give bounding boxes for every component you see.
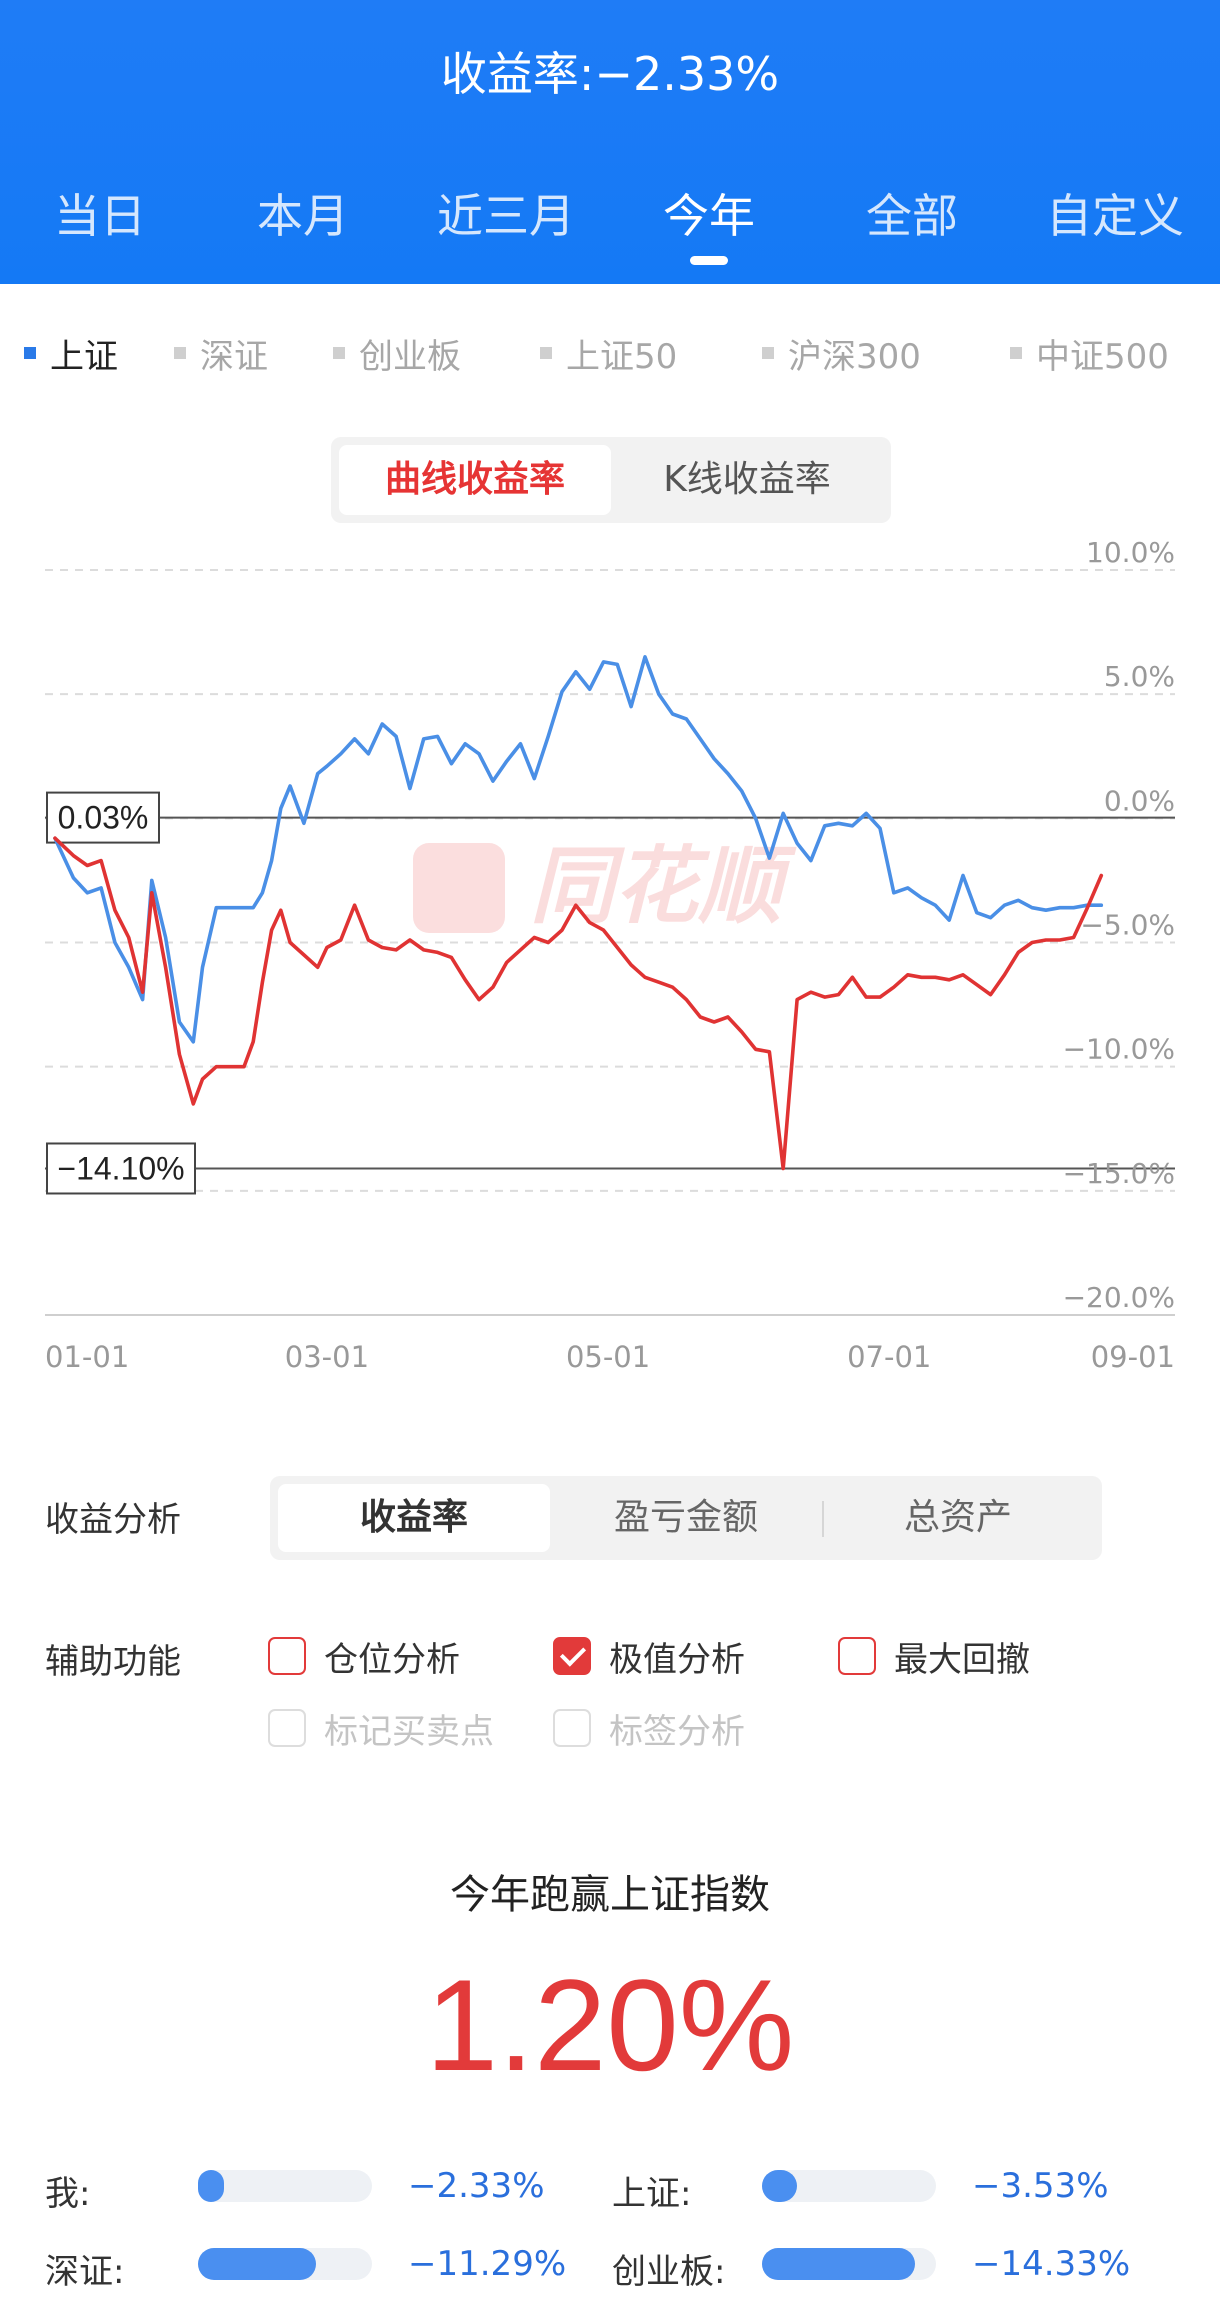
- index-tab-shenzhen[interactable]: 深证: [174, 333, 268, 377]
- comparison-label-shanghai: 上证:: [612, 2174, 692, 2214]
- index-tab-chinext[interactable]: 创业板: [333, 333, 461, 377]
- profit-loss-button[interactable]: 盈亏金额: [613, 1497, 758, 1538]
- comparison-value-me: −2.33%: [408, 2166, 545, 2206]
- x-tick-label: 01-01: [45, 1340, 129, 1374]
- checkbox-icon: [838, 1637, 876, 1675]
- active-tab-indicator: [690, 256, 728, 265]
- checkbox-label: 仓位分析: [324, 1639, 460, 1680]
- comparison-bar-chinext: [762, 2248, 936, 2280]
- x-tick-label: 03-01: [285, 1340, 369, 1374]
- comparison-bar-fill: [198, 2170, 224, 2202]
- index-tab-shanghai[interactable]: 上证: [24, 333, 118, 377]
- checkbox-icon: [553, 1709, 591, 1747]
- y-tick-label: −5.0%: [1080, 909, 1175, 942]
- header-bar: 收益率:−2.33% 当日 本月 近三月 今年 全部 自定义: [0, 0, 1220, 284]
- checkbox-icon: [268, 1637, 306, 1675]
- aux-label: 辅助功能: [45, 1642, 181, 1682]
- y-tick-label: 5.0%: [1104, 660, 1175, 693]
- index-tab-label: 上证: [50, 336, 118, 377]
- index-tab-sse50[interactable]: 上证50: [540, 333, 677, 377]
- chart-mode-switch: 曲线收益率 K线收益率: [331, 437, 891, 523]
- extreme-value-label: 0.03%: [58, 800, 149, 836]
- index-tab-label: 沪深300: [788, 336, 921, 377]
- watermark-text: 同花顺: [530, 837, 797, 935]
- comparison-bar-me: [198, 2170, 372, 2202]
- return-chart: 同花顺 0.03% −14.10% 10.0% 5.0% 0.0% −5.0% −10.0…: [45, 540, 1175, 1374]
- watermark: 同花顺: [413, 837, 797, 935]
- comparison-value-shanghai: −3.53%: [972, 2166, 1109, 2206]
- index-tab-label: 创业板: [359, 336, 461, 377]
- extreme-value-badge: [46, 1142, 196, 1195]
- comparison-bar-fill: [762, 2248, 916, 2280]
- extreme-value-label: −14.10%: [57, 1150, 184, 1186]
- series-line: [53, 655, 1104, 1044]
- index-tab-label: 深证: [200, 336, 268, 377]
- checkbox-label: 标签分析: [609, 1711, 745, 1752]
- extreme-value-badge: [46, 791, 160, 844]
- tab-last-three-months[interactable]: 近三月: [437, 189, 575, 243]
- index-tab-label: 中证500: [1036, 336, 1169, 377]
- tab-this-year[interactable]: 今年: [663, 189, 755, 243]
- mark-trades-checkbox: 标记买卖点: [268, 1706, 494, 1752]
- kline-return-button[interactable]: K线收益率: [663, 459, 831, 500]
- tab-this-month[interactable]: 本月: [257, 189, 349, 243]
- checked-checkbox-icon: [553, 1637, 591, 1675]
- comparison-label-me: 我:: [45, 2174, 91, 2214]
- index-tab-csi300[interactable]: 沪深300: [762, 333, 921, 377]
- checkbox-icon: [268, 1709, 306, 1747]
- total-assets-button[interactable]: 总资产: [903, 1497, 1012, 1538]
- y-tick-label: −10.0%: [1063, 1033, 1175, 1066]
- legend-dot-icon: [333, 347, 345, 359]
- comparison-label-shenzhen: 深证:: [45, 2252, 125, 2292]
- comparison-bar-fill: [198, 2248, 317, 2280]
- checkbox-label: 极值分析: [609, 1639, 745, 1680]
- series-line: [53, 836, 1104, 1171]
- y-tick-label: −20.0%: [1063, 1281, 1175, 1314]
- extreme-analysis-checkbox[interactable]: 极值分析: [553, 1634, 745, 1680]
- comparison-value-chinext: −14.33%: [972, 2244, 1131, 2284]
- legend-dot-icon: [540, 347, 552, 359]
- x-tick-label: 05-01: [566, 1340, 650, 1374]
- tab-custom[interactable]: 自定义: [1046, 189, 1184, 243]
- legend-dot-icon: [1010, 347, 1022, 359]
- tag-analysis-checkbox: 标签分析: [553, 1706, 745, 1752]
- legend-dot-icon: [174, 347, 186, 359]
- x-tick-label: 09-01: [1091, 1340, 1175, 1374]
- comparison-value-shenzhen: −11.29%: [408, 2244, 567, 2284]
- index-tab-csi500[interactable]: 中证500: [1010, 333, 1169, 377]
- beat-index-title: 今年跑赢上证指数: [450, 1872, 770, 1918]
- comparison-label-chinext: 创业板:: [612, 2252, 726, 2292]
- y-tick-label: 0.0%: [1104, 784, 1175, 817]
- watermark-logo-icon: [413, 843, 505, 933]
- y-tick-label: −15.0%: [1063, 1157, 1175, 1190]
- analysis-switch: 收益率 盈亏金额 总资产: [270, 1476, 1102, 1560]
- return-rate-title: 收益率:−2.33%: [440, 47, 780, 101]
- analysis-label: 收益分析: [45, 1500, 181, 1540]
- comparison-bar-shenzhen: [198, 2248, 372, 2280]
- segment-divider: [822, 1501, 824, 1537]
- legend-dot-icon: [762, 347, 774, 359]
- curve-return-button[interactable]: 曲线收益率: [339, 445, 611, 515]
- return-rate-button[interactable]: 收益率: [278, 1484, 550, 1552]
- legend-dot-icon: [24, 347, 36, 359]
- position-analysis-checkbox[interactable]: 仓位分析: [268, 1634, 460, 1680]
- y-tick-label: 10.0%: [1086, 540, 1175, 569]
- comparison-bar-fill: [762, 2170, 797, 2202]
- x-tick-label: 07-01: [847, 1340, 931, 1374]
- beat-index-value: 1.20%: [425, 1952, 795, 2098]
- checkbox-label: 最大回撤: [894, 1639, 1030, 1680]
- comparison-bar-shanghai: [762, 2170, 936, 2202]
- checkbox-label: 标记买卖点: [324, 1711, 494, 1752]
- max-drawdown-checkbox[interactable]: 最大回撤: [838, 1634, 1030, 1680]
- tab-all[interactable]: 全部: [866, 189, 958, 243]
- tab-today[interactable]: 当日: [54, 189, 146, 243]
- index-tab-label: 上证50: [566, 336, 678, 377]
